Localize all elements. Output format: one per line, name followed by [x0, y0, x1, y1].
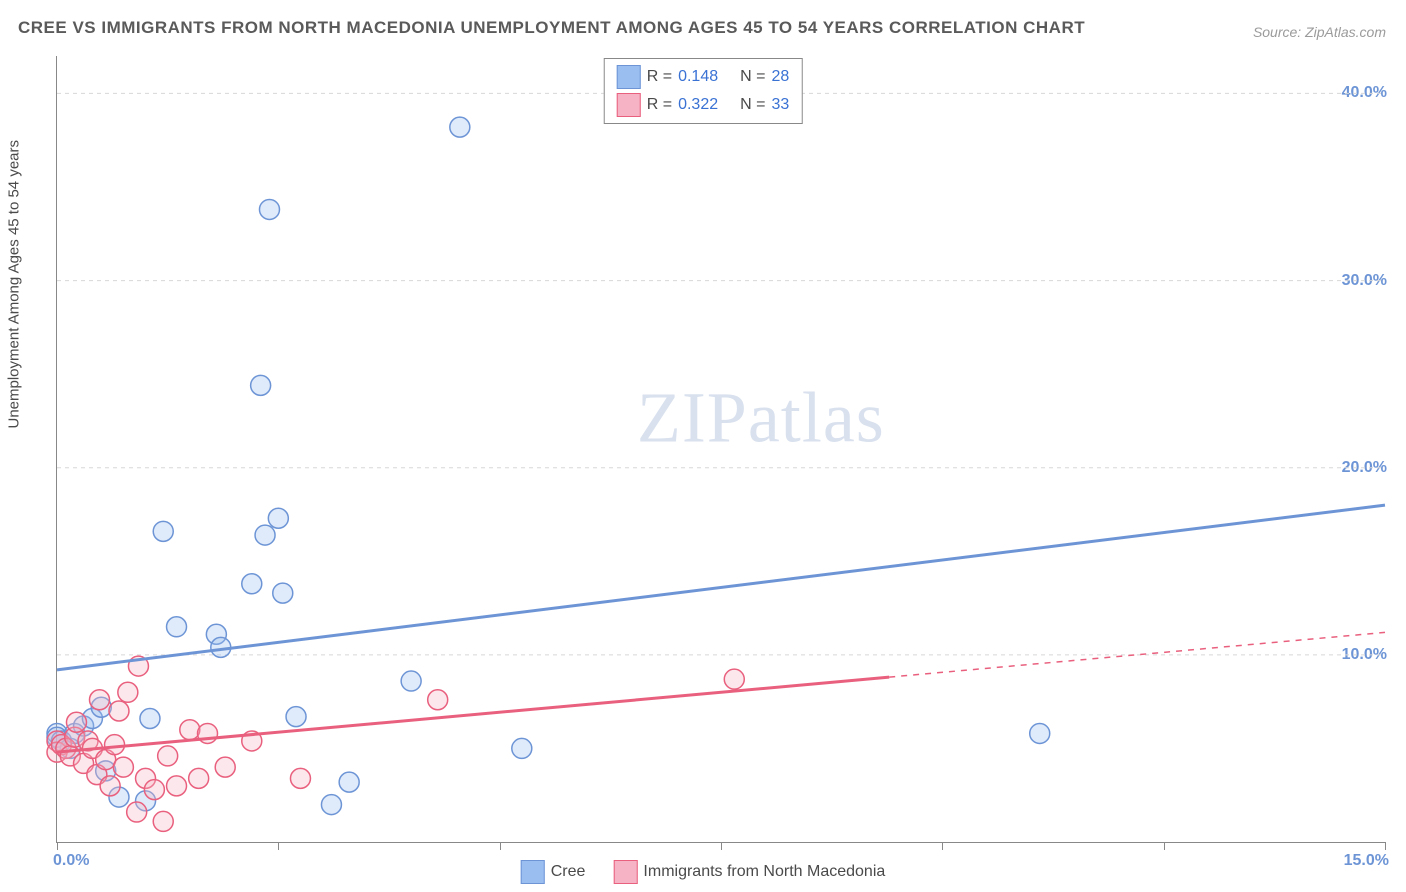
data-point	[158, 746, 178, 766]
legend-item: Cree	[521, 860, 586, 884]
x-tick	[942, 842, 943, 850]
legend-r-value: 0.322	[678, 96, 718, 114]
legend-swatch	[617, 93, 641, 117]
data-point	[321, 795, 341, 815]
x-tick	[1164, 842, 1165, 850]
data-point	[144, 780, 164, 800]
data-point	[100, 776, 120, 796]
data-point	[251, 375, 271, 395]
legend-n-label: N =	[740, 96, 765, 114]
source-attribution: Source: ZipAtlas.com	[1253, 24, 1386, 40]
legend-swatch	[617, 65, 641, 89]
legend-r-label: R =	[647, 96, 672, 114]
data-point	[153, 521, 173, 541]
legend-item: Immigrants from North Macedonia	[613, 860, 885, 884]
legend-stats-row: R = 0.322 N = 33	[617, 91, 790, 119]
x-tick	[57, 842, 58, 850]
data-point	[290, 768, 310, 788]
data-point	[153, 811, 173, 831]
chart-title: CREE VS IMMIGRANTS FROM NORTH MACEDONIA …	[18, 18, 1085, 38]
y-axis-title: Unemployment Among Ages 45 to 54 years	[6, 140, 23, 429]
data-point	[401, 671, 421, 691]
data-point	[1030, 723, 1050, 743]
data-point	[89, 690, 109, 710]
data-point	[215, 757, 235, 777]
data-point	[450, 117, 470, 137]
plot-area: ZIPatlas 10.0%20.0%30.0%40.0% 0.0% 15.0%	[56, 56, 1385, 843]
legend-label: Immigrants from North Macedonia	[643, 863, 885, 881]
x-axis-min-label: 0.0%	[53, 852, 89, 870]
data-point	[273, 583, 293, 603]
data-point	[113, 757, 133, 777]
legend-swatch	[613, 860, 637, 884]
data-point	[512, 738, 532, 758]
legend-label: Cree	[551, 863, 586, 881]
data-point	[242, 574, 262, 594]
legend-series: Cree Immigrants from North Macedonia	[521, 860, 886, 884]
x-axis-max-label: 15.0%	[1344, 852, 1389, 870]
x-tick	[1385, 842, 1386, 850]
data-point	[259, 199, 279, 219]
x-tick	[721, 842, 722, 850]
data-point	[268, 508, 288, 528]
data-point	[180, 720, 200, 740]
data-point	[127, 802, 147, 822]
data-point	[109, 701, 129, 721]
legend-stats-row: R = 0.148 N = 28	[617, 63, 790, 91]
x-tick	[278, 842, 279, 850]
scatter-chart	[57, 56, 1385, 842]
data-point	[105, 735, 125, 755]
legend-stats: R = 0.148 N = 28 R = 0.322 N = 33	[604, 58, 803, 124]
legend-r-label: R =	[647, 68, 672, 86]
data-point	[140, 708, 160, 728]
data-point	[255, 525, 275, 545]
data-point	[66, 712, 86, 732]
data-point	[724, 669, 744, 689]
data-point	[167, 776, 187, 796]
data-point	[189, 768, 209, 788]
legend-swatch	[521, 860, 545, 884]
legend-n-label: N =	[740, 68, 765, 86]
legend-r-value: 0.148	[678, 68, 718, 86]
data-point	[339, 772, 359, 792]
data-point	[167, 617, 187, 637]
trend-line	[57, 677, 889, 752]
data-point	[118, 682, 138, 702]
data-point	[286, 707, 306, 727]
legend-n-value: 28	[771, 68, 789, 86]
legend-n-value: 33	[771, 96, 789, 114]
data-point	[428, 690, 448, 710]
x-tick	[500, 842, 501, 850]
